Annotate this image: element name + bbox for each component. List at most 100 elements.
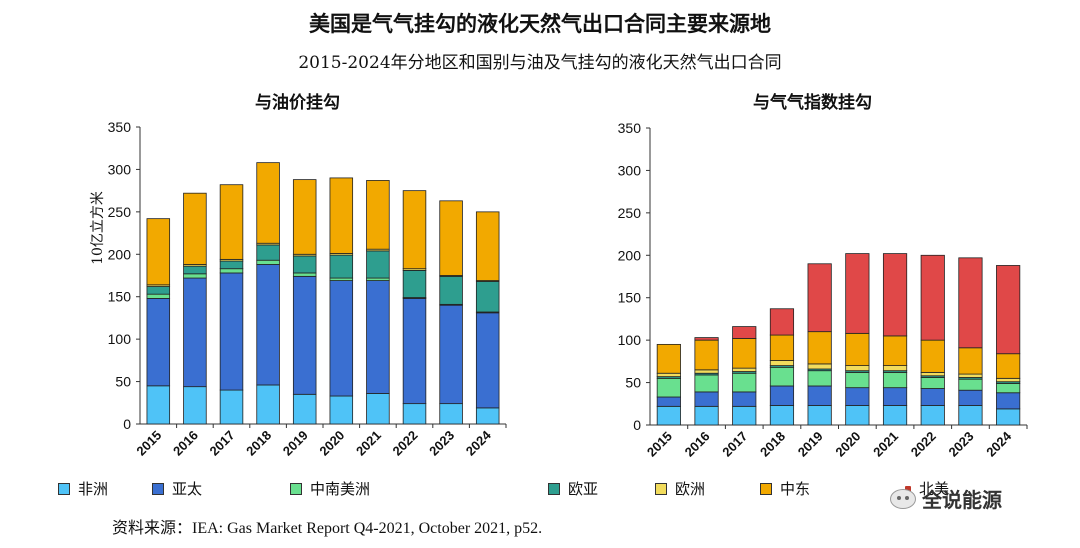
right-chart: 0 50 100 150 200 250 300 350 2015 2016 2017 2018 201…: [618, 120, 1028, 460]
bar-segment: [845, 371, 870, 389]
bar-segment: [882, 365, 908, 372]
bar-segment: [183, 277, 207, 388]
y-tick-label: 200: [108, 246, 132, 262]
bar-segment: [694, 405, 719, 426]
x-tick-label: 2021: [870, 429, 901, 460]
x-tick-label: 2020: [832, 429, 863, 460]
bar-segment: [807, 363, 832, 370]
bar-segment: [694, 339, 719, 371]
legend-item-europe: 欧洲: [655, 478, 705, 499]
bar-segment: [882, 253, 908, 337]
legend-item-latam: 中南美洲: [290, 478, 370, 499]
bar-segment: [732, 367, 757, 372]
bar-segment: [920, 405, 945, 426]
bar-segment: [256, 264, 280, 386]
bar-segment: [732, 326, 757, 339]
y-tick-label: 250: [108, 204, 132, 220]
bar-segment: [996, 265, 1021, 355]
bar-segment: [146, 286, 171, 295]
bar-segment: [769, 405, 795, 426]
legend-item-europe-asia: 欧亚: [548, 478, 598, 499]
x-tick-label: 2018: [757, 429, 788, 460]
x-tick-label: 2021: [353, 428, 384, 459]
bar-segment: [402, 190, 427, 270]
bar-segment: [146, 218, 171, 286]
bar-segment: [256, 259, 280, 265]
y-tick-label: 350: [108, 119, 132, 135]
bar-segment: [439, 304, 463, 405]
bar-segment: [769, 366, 795, 387]
x-tick-label: 2017: [719, 429, 750, 460]
y-tick-label: 0: [633, 417, 641, 433]
bar-segment: [329, 177, 354, 254]
bar-segment: [292, 179, 317, 255]
bar-segment: [292, 275, 317, 395]
bar-segment: [996, 392, 1021, 410]
legend-label: 亚太: [172, 480, 203, 498]
legend-item-asia-pacific: 亚太: [152, 478, 202, 499]
bar-segment: [656, 396, 681, 407]
x-tick-label: 2015: [133, 428, 164, 459]
bar-segment: [920, 388, 945, 406]
bar-segment: [807, 263, 832, 333]
x-tick-label: 2016: [170, 428, 201, 459]
bar-segment: [475, 407, 500, 425]
bar-segment: [256, 162, 280, 244]
y-tick-label: 200: [618, 247, 642, 263]
bar-segment: [366, 250, 390, 279]
bar-segment: [366, 393, 390, 425]
y-tick-label: 100: [618, 332, 642, 348]
legend-label: 非洲: [78, 480, 109, 498]
left-chart: 0 50 100 150 200 250 300 350 2015 2016 2017 2018 201…: [108, 119, 507, 459]
legend-swatch: [905, 485, 911, 492]
bar-segment: [732, 372, 757, 393]
bar-segment: [769, 385, 795, 406]
bar-segment: [996, 353, 1021, 379]
y-tick-label: 0: [123, 416, 131, 432]
legend-swatch: [152, 482, 164, 495]
chart-subtitle: 2015-2024年分地区和国别与油及气挂勾的液化天然气出口合同: [298, 53, 782, 73]
bar-segment: [958, 373, 983, 378]
bar-segment: [292, 272, 317, 277]
bar-segment: [882, 335, 908, 366]
bar-segment: [920, 339, 945, 373]
y-tick-label: 150: [108, 289, 132, 305]
bar-segment: [845, 253, 870, 334]
bar-segment: [329, 280, 354, 397]
bar-segment: [256, 244, 280, 261]
bar-segment: [219, 260, 244, 270]
bar-segment: [807, 370, 832, 387]
legend-label: 中南美洲: [310, 480, 371, 498]
x-tick-label: 2019: [795, 429, 826, 460]
bar-segment: [882, 405, 908, 426]
bar-segment: [183, 265, 207, 275]
bar-segment: [920, 371, 945, 377]
x-tick-label: 2024: [983, 428, 1015, 460]
bar-segment: [958, 389, 983, 406]
x-tick-label: 2019: [280, 428, 311, 459]
bar-segment: [769, 334, 795, 361]
legend-item-africa: 非洲: [58, 478, 108, 499]
x-tick-label: 2022: [390, 428, 421, 459]
x-tick-label: 2023: [946, 429, 977, 460]
chart-title: 美国是气气挂勾的液化天然气出口合同主要来源地: [309, 12, 771, 36]
watermark: 全说能源: [890, 484, 1002, 513]
legend-label: 欧亚: [568, 480, 599, 498]
legend-swatch: [290, 482, 302, 495]
bar-segment: [920, 254, 945, 341]
bar-segment: [475, 312, 500, 409]
bar-segment: [845, 365, 870, 372]
bar-segment: [219, 184, 244, 260]
bar-segment: [475, 281, 500, 313]
x-tick-label: 2022: [908, 429, 939, 460]
bar-segment: [439, 200, 463, 276]
x-tick-label: 2020: [316, 428, 347, 459]
bar-segment: [958, 405, 983, 426]
legend-item-middle-east: 中东: [760, 478, 810, 499]
legend-swatch: [655, 482, 667, 495]
legend-item-north-america: 北美: [905, 478, 949, 499]
bar-segment: [402, 298, 427, 405]
y-tick-label: 100: [108, 331, 132, 347]
bar-segment: [329, 395, 354, 425]
bar-segment: [183, 386, 207, 425]
